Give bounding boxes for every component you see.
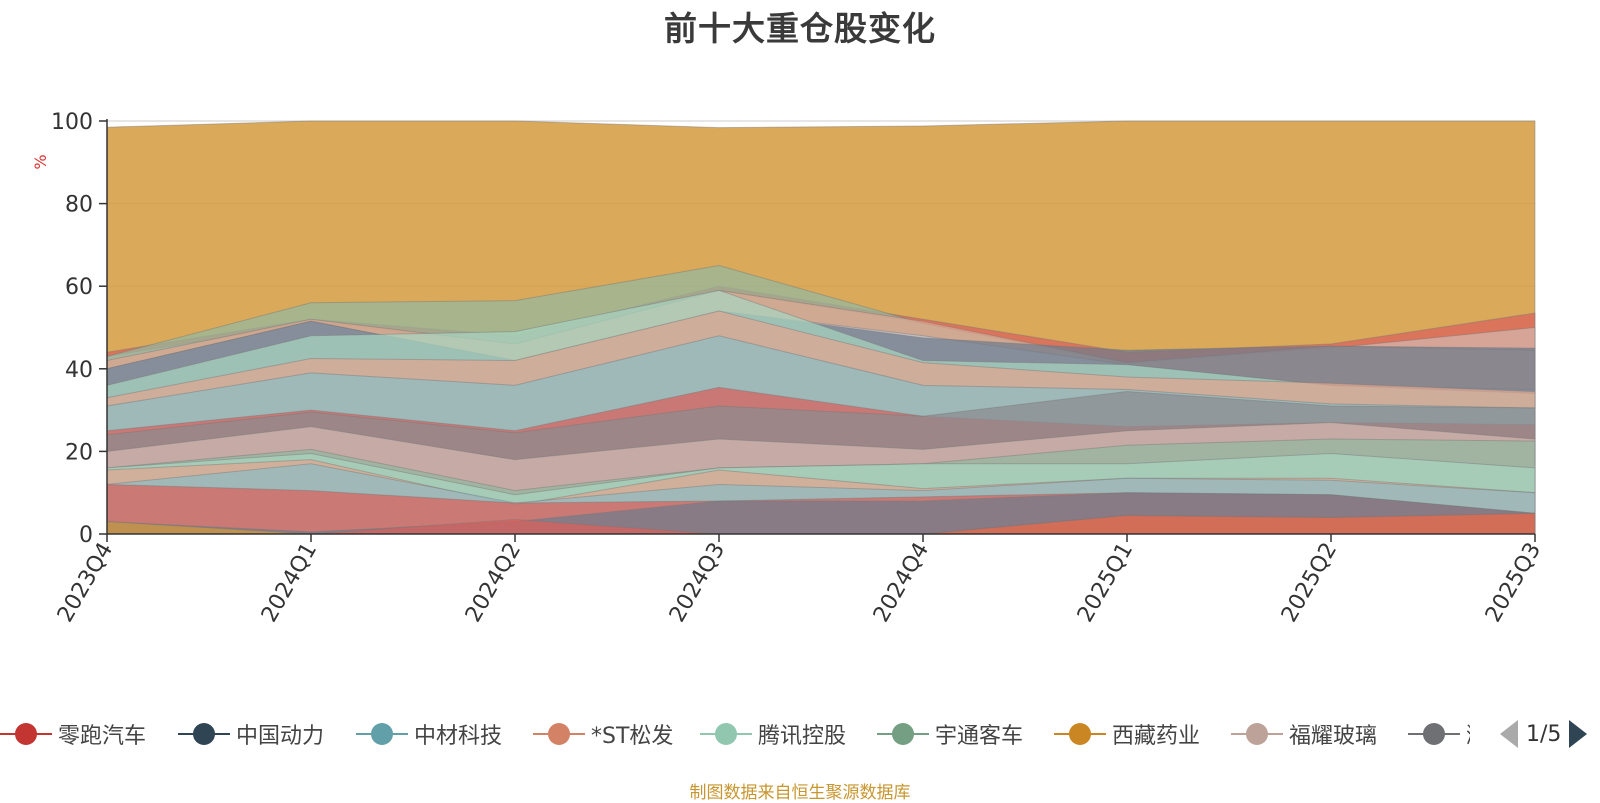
legend-marker-icon	[0, 723, 52, 745]
legend-marker-icon	[178, 723, 230, 745]
legend-item-0[interactable]: 零跑汽车	[0, 714, 146, 754]
y-tick-label-0: 0	[79, 523, 93, 548]
legend-page-indicator: 1/5	[1526, 721, 1562, 747]
legend-pager: 1/5	[1500, 716, 1588, 752]
legend-marker-icon	[1408, 723, 1460, 745]
legend-marker-icon	[356, 723, 408, 745]
y-tick-label-20: 20	[65, 440, 93, 465]
x-tick-label-2023Q4: 2023Q4	[53, 539, 118, 627]
y-tick-label-100: 100	[51, 110, 93, 135]
legend-marker-icon	[700, 723, 752, 745]
legend-next-page-icon[interactable]	[1569, 720, 1588, 748]
x-tick-label-2024Q1: 2024Q1	[257, 539, 322, 627]
area-series-20[interactable]	[107, 512, 1536, 535]
legend-item-5[interactable]: 宇通客车	[877, 714, 1023, 754]
legend-label: 腾讯控股	[758, 724, 847, 749]
legend-label: 零跑汽车	[58, 724, 147, 749]
legend-item-4[interactable]: 腾讯控股	[700, 714, 846, 754]
legend-item-1[interactable]: 中国动力	[178, 714, 324, 754]
legend-item-7[interactable]: 福耀玻璃	[1231, 714, 1377, 754]
y-axis-label: %	[31, 154, 50, 169]
y-tick-label-60: 60	[65, 275, 93, 300]
x-tick-label-2025Q2: 2025Q2	[1277, 539, 1342, 627]
series-areas	[106, 120, 1536, 535]
legend-item-8[interactable]: 潍	[1408, 714, 1470, 754]
legend-label: *ST松发	[591, 724, 674, 749]
legend: 零跑汽车 中国动力 中材科技 *ST松发 腾讯控股 宇通客车 西藏药业 福耀玻璃 潍	[0, 714, 1470, 754]
legend-marker-icon	[1231, 723, 1283, 745]
legend-label: 西藏药业	[1112, 724, 1201, 749]
x-tick-label-2024Q3: 2024Q3	[665, 539, 730, 627]
legend-item-2[interactable]: 中材科技	[356, 714, 502, 754]
area-chart: 0 20 40 60 80 100 2023Q4 2024Q1 2024Q2 2024Q3 2024…	[31, 110, 1546, 627]
legend-item-6[interactable]: 西藏药业	[1054, 714, 1200, 754]
legend-marker-icon	[533, 723, 585, 745]
legend-label: 中材科技	[414, 724, 503, 749]
legend-marker-icon	[1054, 723, 1106, 745]
legend-item-3[interactable]: *ST松发	[533, 714, 673, 754]
legend-label: 中国动力	[236, 724, 325, 749]
y-tick-label-40: 40	[65, 358, 93, 383]
y-tick-label-80: 80	[65, 193, 93, 218]
data-source-note: 制图数据来自恒生聚源数据库	[689, 783, 911, 803]
x-tick-label-2025Q3: 2025Q3	[1481, 539, 1546, 627]
chart-title: 前十大重仓股变化	[664, 9, 936, 48]
legend-label: 福耀玻璃	[1289, 724, 1378, 749]
legend-label: 宇通客车	[935, 724, 1024, 749]
legend-label: 潍	[1466, 718, 1470, 750]
x-tick-label-2024Q2: 2024Q2	[461, 539, 526, 627]
x-tick-label-2024Q4: 2024Q4	[869, 539, 934, 627]
x-tick-label-2025Q1: 2025Q1	[1073, 539, 1138, 627]
legend-prev-page-icon[interactable]	[1500, 720, 1518, 748]
legend-marker-icon	[877, 723, 929, 745]
